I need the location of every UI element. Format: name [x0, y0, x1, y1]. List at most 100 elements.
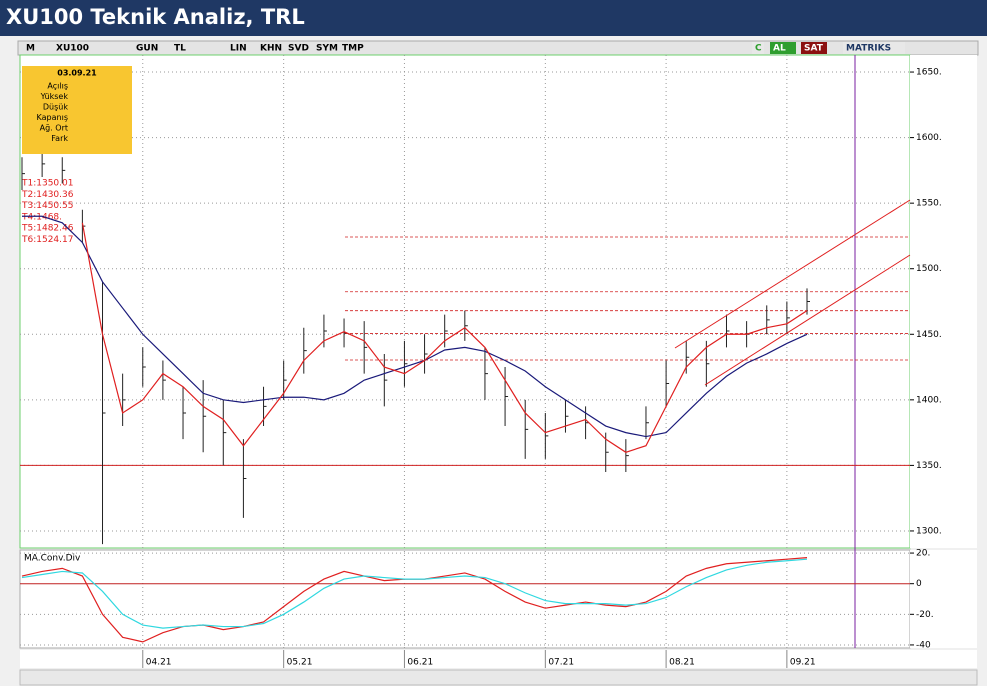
- price-bar: [705, 340, 710, 387]
- price-bar: [403, 340, 408, 387]
- price-bar: [323, 314, 327, 348]
- level-label: T2:1430.36: [21, 190, 74, 200]
- toolbar-button[interactable]: XU100: [56, 44, 89, 54]
- price-bar: [484, 347, 488, 400]
- price-bar: [444, 314, 448, 348]
- price-bar: [766, 305, 770, 335]
- price-bar: [122, 373, 126, 427]
- price-panel: [19, 54, 911, 549]
- y-tick-label: 1450.: [916, 330, 942, 340]
- y-tick-label: 1600.: [916, 133, 942, 143]
- y-tick-label: -40: [916, 640, 931, 650]
- price-bar: [464, 310, 468, 341]
- scrollbar[interactable]: [19, 669, 978, 686]
- price-bar: [786, 301, 790, 335]
- toolbar-button-bg: [801, 42, 827, 54]
- price-bar: [102, 281, 106, 545]
- channel-upper: [674, 199, 911, 349]
- ma-fast-line: [81, 222, 808, 453]
- y-tick-label: 1300.: [916, 526, 942, 536]
- x-tick-label: 09.21: [790, 658, 816, 668]
- info-label: Ağ. Ort: [40, 124, 68, 133]
- price-bar: [41, 150, 46, 177]
- ma-slow-line: [22, 215, 808, 438]
- plot: 1300. 1350. 1400. 1450. 1500. 1550. 1600. 1650.…: [20, 55, 942, 668]
- info-box: [22, 66, 132, 154]
- toolbar-button[interactable]: LIN: [230, 44, 247, 54]
- price-bar: [242, 439, 247, 518]
- price-bar: [222, 399, 227, 466]
- x-axis: [20, 650, 977, 668]
- toolbar-button[interactable]: SAT: [804, 44, 824, 54]
- macd-line: [21, 558, 808, 629]
- channel-lower: [704, 254, 911, 386]
- x-tick-label: 05.21: [287, 658, 313, 668]
- toolbar-button[interactable]: AL: [773, 44, 786, 54]
- toolbar-button[interactable]: TL: [174, 44, 186, 54]
- info-label: Açılış: [47, 82, 68, 91]
- price-bar: [202, 380, 207, 453]
- price-bar: [383, 353, 388, 407]
- level-label: T3:1450.55: [21, 201, 73, 211]
- toolbar: [17, 40, 979, 56]
- price-bar: [504, 367, 509, 427]
- header-bar: [0, 0, 987, 36]
- toolbar-button[interactable]: SYM: [316, 44, 338, 54]
- toolbar-button[interactable]: M: [26, 44, 35, 54]
- price-bar: [665, 360, 670, 407]
- y-tick-label: 0: [916, 579, 922, 589]
- toolbar-button[interactable]: GUN: [136, 44, 158, 54]
- level-label: T4:1468.: [21, 212, 62, 222]
- price-bar: [544, 412, 549, 459]
- price-bar: [625, 439, 629, 472]
- toolbar-button-bg: [843, 42, 905, 54]
- info-label: Fark: [51, 134, 68, 143]
- price-bar: [524, 399, 529, 459]
- info-date: 03.09.21: [57, 69, 97, 78]
- toolbar-button[interactable]: C: [755, 44, 762, 54]
- info-label: Yüksek: [40, 92, 69, 101]
- price-bar: [182, 386, 187, 440]
- macd-title: MA.Conv.Div: [24, 554, 81, 564]
- info-label: Düşük: [43, 103, 68, 112]
- toolbar-button[interactable]: KHN: [260, 44, 282, 54]
- info-label: Kapanış: [37, 113, 68, 122]
- price-bar: [645, 406, 649, 440]
- toolbar-button[interactable]: SVD: [288, 44, 309, 54]
- price-bar: [303, 327, 307, 374]
- price-bar: [162, 360, 166, 400]
- y-tick-label: 1400.: [916, 395, 942, 405]
- price-bar: [564, 399, 569, 433]
- price-bar: [424, 334, 428, 374]
- macd-panel: [19, 549, 911, 649]
- y-tick-label: 1650.: [916, 68, 942, 78]
- price-bar: [363, 321, 368, 374]
- x-tick-label: 04.21: [146, 658, 172, 668]
- toolbar-button-bg: [752, 42, 764, 54]
- x-tick-label: 06.21: [407, 658, 433, 668]
- price-bar: [725, 314, 730, 348]
- level-label: T6:1524.17: [21, 235, 73, 245]
- x-tick-label: 07.21: [548, 658, 574, 668]
- x-tick-label: 08.21: [669, 658, 695, 668]
- price-bar: [21, 157, 25, 191]
- macd-axis: [910, 550, 977, 648]
- y-tick-label: 1550.: [916, 199, 942, 209]
- y-tick-label: -20.: [916, 610, 934, 620]
- toolbar-items: M XU100 GUN TL LIN KHN SVD SYM TMP C AL SAT MATRIKS: [26, 42, 905, 54]
- header-title: XU100 Teknik Analiz, TRL: [6, 5, 305, 29]
- y-tick-label: 1350.: [916, 461, 942, 471]
- level-label: T5:1482.46: [21, 224, 74, 234]
- toolbar-button[interactable]: TMP: [342, 44, 364, 54]
- price-bar: [142, 347, 146, 387]
- price-axis: [910, 55, 977, 548]
- price-bar: [806, 288, 810, 315]
- price-bar: [61, 157, 66, 184]
- y-tick-label: 20.: [916, 549, 930, 559]
- y-tick-label: 1500.: [916, 264, 942, 274]
- toolbar-button[interactable]: MATRIKS: [846, 44, 891, 54]
- level-label: T1:1350.01: [21, 179, 73, 189]
- toolbar-button-bg: [770, 42, 796, 54]
